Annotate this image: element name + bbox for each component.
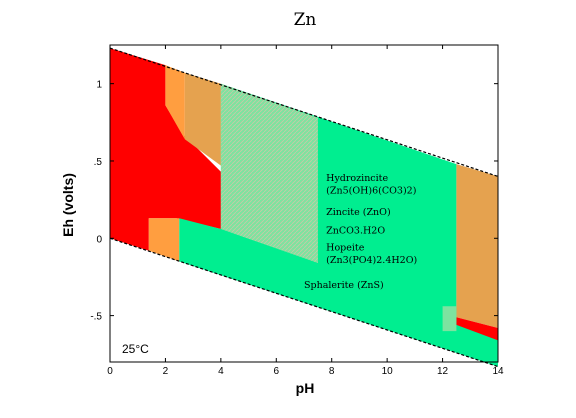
region-label: (Zn3(PO4)2.4H2O) xyxy=(326,255,417,266)
plot-area: Hydrozincite(Zn5(OH)6(CO3)2) Zincite (ZnO… xyxy=(109,47,499,368)
x-tick-label: 12 xyxy=(437,366,449,377)
x-tick-label: 0 xyxy=(107,366,113,377)
y-tick-label: 0 xyxy=(96,234,102,245)
y-tick-label: 1 xyxy=(96,80,102,91)
x-tick-label: 6 xyxy=(274,366,280,377)
x-axis-label: pH xyxy=(296,380,315,396)
region-red-field xyxy=(110,48,221,251)
x-tick-label: 2 xyxy=(163,366,169,377)
temperature-label: 25°C xyxy=(122,342,149,356)
water-limit-lower xyxy=(109,237,499,368)
plot-frame xyxy=(109,44,499,363)
water-stability-lines xyxy=(109,47,499,368)
water-limit-upper xyxy=(109,47,499,178)
x-tick-label: 4 xyxy=(218,366,224,377)
region-orange-field-top xyxy=(165,65,185,140)
x-axis: 0 2 4 6 8 10 12 14 xyxy=(107,45,504,377)
region-labels: Hydrozincite(Zn5(OH)6(CO3)2) Zincite (ZnO… xyxy=(304,173,417,291)
region-label: Hopeite xyxy=(326,243,365,254)
y-tick-label: .5 xyxy=(94,157,103,168)
chart-title: Zn xyxy=(294,10,317,30)
region-red-field-right xyxy=(456,317,498,341)
region-label: Zincite (ZnO) xyxy=(326,207,391,218)
region-label: ZnCO3.H2O xyxy=(326,226,385,237)
region-hatched-field xyxy=(220,83,318,263)
region-label: Sphalerite (ZnS) xyxy=(304,280,384,291)
region-label: (Zn5(OH)6(CO3)2) xyxy=(326,185,416,196)
region-label: Hydrozincite xyxy=(326,173,388,184)
region-light-green-strip xyxy=(442,306,457,332)
region-tan-field-right xyxy=(456,164,498,328)
region-tan-field-top xyxy=(184,72,221,166)
y-tick-label: -.5 xyxy=(90,312,102,323)
y-axis-label: Eh (volts) xyxy=(60,173,76,237)
y-axis: 1 .5 0 -.5 xyxy=(90,80,498,323)
region-orange-field-low xyxy=(148,218,180,262)
regions-layer xyxy=(110,48,499,367)
x-tick-label: 14 xyxy=(492,366,504,377)
x-tick-label: 10 xyxy=(382,366,394,377)
x-tick-label: 8 xyxy=(329,366,335,377)
